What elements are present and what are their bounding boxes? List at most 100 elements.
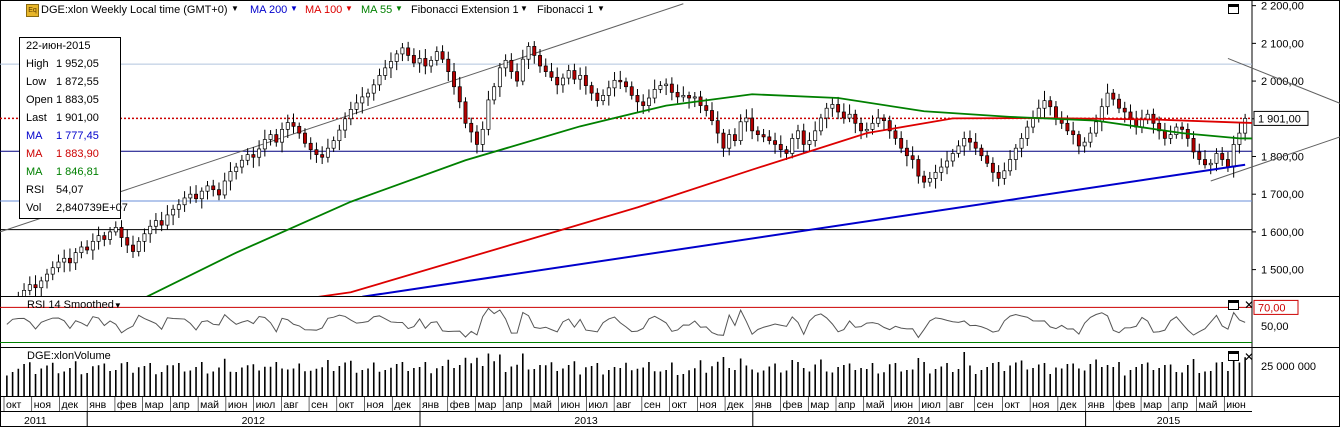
month-label: фев [450, 399, 470, 411]
candle-body [297, 125, 302, 134]
candle-body [108, 231, 113, 240]
month-label: сен [644, 399, 661, 411]
candle-body [394, 53, 399, 62]
price-panel-maximize-button[interactable] [1228, 4, 1239, 14]
data-window-row: Vol 2,840739E+07 [26, 202, 128, 214]
month-label: ноя [34, 399, 51, 411]
candle-body [778, 144, 783, 151]
volume-panel-close-button[interactable]: ✕ [1244, 350, 1255, 364]
rsi-panel-close-button[interactable]: ✕ [1244, 298, 1255, 312]
ma100-dropdown-icon[interactable]: ▼ [345, 4, 353, 13]
ma200-line [362, 163, 1246, 296]
candle-body [509, 59, 514, 72]
symbol-title[interactable]: DGE:xlon Weekly Local time (GMT+0) [41, 4, 228, 16]
candle-body [245, 154, 250, 161]
month-label: фев [1115, 399, 1135, 411]
last-price-box [1253, 110, 1309, 126]
candle-body [1225, 159, 1230, 168]
candle-body [503, 59, 508, 69]
month-label: май [866, 399, 885, 411]
candle-body [1157, 122, 1162, 132]
candle-body [710, 110, 714, 122]
data-window-row: High 1 952,05 [26, 58, 99, 70]
candle-body [859, 122, 863, 132]
candle-body [96, 235, 101, 242]
candle-body [308, 142, 313, 151]
candle-body [1111, 92, 1116, 100]
candle-body [606, 87, 611, 96]
month-label: янв [755, 399, 772, 411]
ma200-dropdown-icon[interactable]: ▼ [290, 4, 298, 13]
candle-body [1019, 138, 1024, 149]
month-label: дек [394, 399, 411, 411]
candle-body [469, 122, 474, 133]
candle-body [801, 130, 806, 145]
candle-body [400, 47, 405, 55]
candle-body [320, 154, 325, 158]
candle-body [526, 46, 531, 60]
candle-body [67, 257, 72, 264]
candle-body [1042, 100, 1047, 109]
year-label: 2012 [242, 415, 266, 427]
candle-body [45, 273, 49, 282]
candle-body [950, 153, 955, 162]
candle-body [1174, 126, 1179, 135]
ma200-legend[interactable]: MA 200 [250, 4, 288, 16]
candle-body [979, 147, 984, 157]
candle-body [744, 117, 749, 123]
month-label: июл [921, 399, 941, 411]
ma100-legend[interactable]: MA 100 [305, 4, 343, 16]
volume-tick-label: 25 000 000 [1261, 361, 1316, 373]
candle-body [589, 85, 594, 94]
rsi-line [6, 307, 1246, 339]
data-window-row: MA 1 883,90 [26, 148, 99, 160]
ma55-line [146, 93, 1252, 296]
year-label: 2013 [574, 415, 598, 427]
month-label: авг [949, 399, 964, 411]
data-window-label: RSI [26, 184, 45, 196]
candle-body [1036, 107, 1041, 119]
candle-body [830, 104, 835, 109]
candle-body [1105, 92, 1110, 108]
candle-body [62, 257, 67, 263]
month-label: май [533, 399, 552, 411]
last-price-label: 1 901,00 [1258, 113, 1301, 125]
symbol-icon[interactable]: Eq [26, 4, 39, 17]
candle-body [773, 140, 778, 145]
candle-body [1082, 141, 1087, 147]
candle-body [182, 197, 187, 206]
month-label: сен [977, 399, 994, 411]
candle-body [687, 95, 692, 99]
candle-body [796, 130, 800, 139]
data-window-value: 1 883,90 [56, 148, 99, 160]
volume-panel-maximize-button[interactable] [1228, 351, 1239, 361]
candle-body [291, 122, 296, 127]
candle-body [389, 61, 393, 69]
fibonacci-dropdown-icon[interactable]: ▼ [597, 4, 605, 13]
candle-body [515, 71, 520, 82]
month-label: мар [1143, 399, 1162, 411]
rsi-panel-maximize-button[interactable] [1228, 300, 1239, 310]
price-tick-label: 2 200,00 [1261, 1, 1304, 13]
volume-panel-title[interactable]: DGE:xlonVolume [27, 350, 111, 362]
candle-body [234, 166, 239, 172]
fibonacci-legend[interactable]: Fibonacci 1 [537, 4, 594, 16]
candle-body [457, 86, 462, 103]
data-window-row: RSI 54,07 [26, 184, 84, 196]
candle-body [692, 96, 697, 99]
rsi-panel-title[interactable]: RSI 14 Smoothed▼ [27, 299, 122, 311]
month-label: янв [89, 399, 106, 411]
rsi-dropdown-icon[interactable]: ▼ [113, 301, 122, 310]
candle-body [824, 107, 829, 119]
candle-body [440, 51, 445, 60]
candle-body [1008, 159, 1013, 172]
ma55-legend[interactable]: MA 55 [361, 4, 393, 16]
fib-extension-dropdown-icon[interactable]: ▼ [520, 4, 528, 13]
candle-body [434, 51, 439, 61]
candle-body [560, 77, 565, 86]
fib-extension-legend[interactable]: Fibonacci Extension 1 [411, 4, 519, 16]
symbol-dropdown-icon[interactable]: ▼ [231, 4, 239, 13]
data-window-row: MA 1 846,81 [26, 166, 99, 178]
month-label: авг [616, 399, 631, 411]
ma55-dropdown-icon[interactable]: ▼ [395, 4, 403, 13]
